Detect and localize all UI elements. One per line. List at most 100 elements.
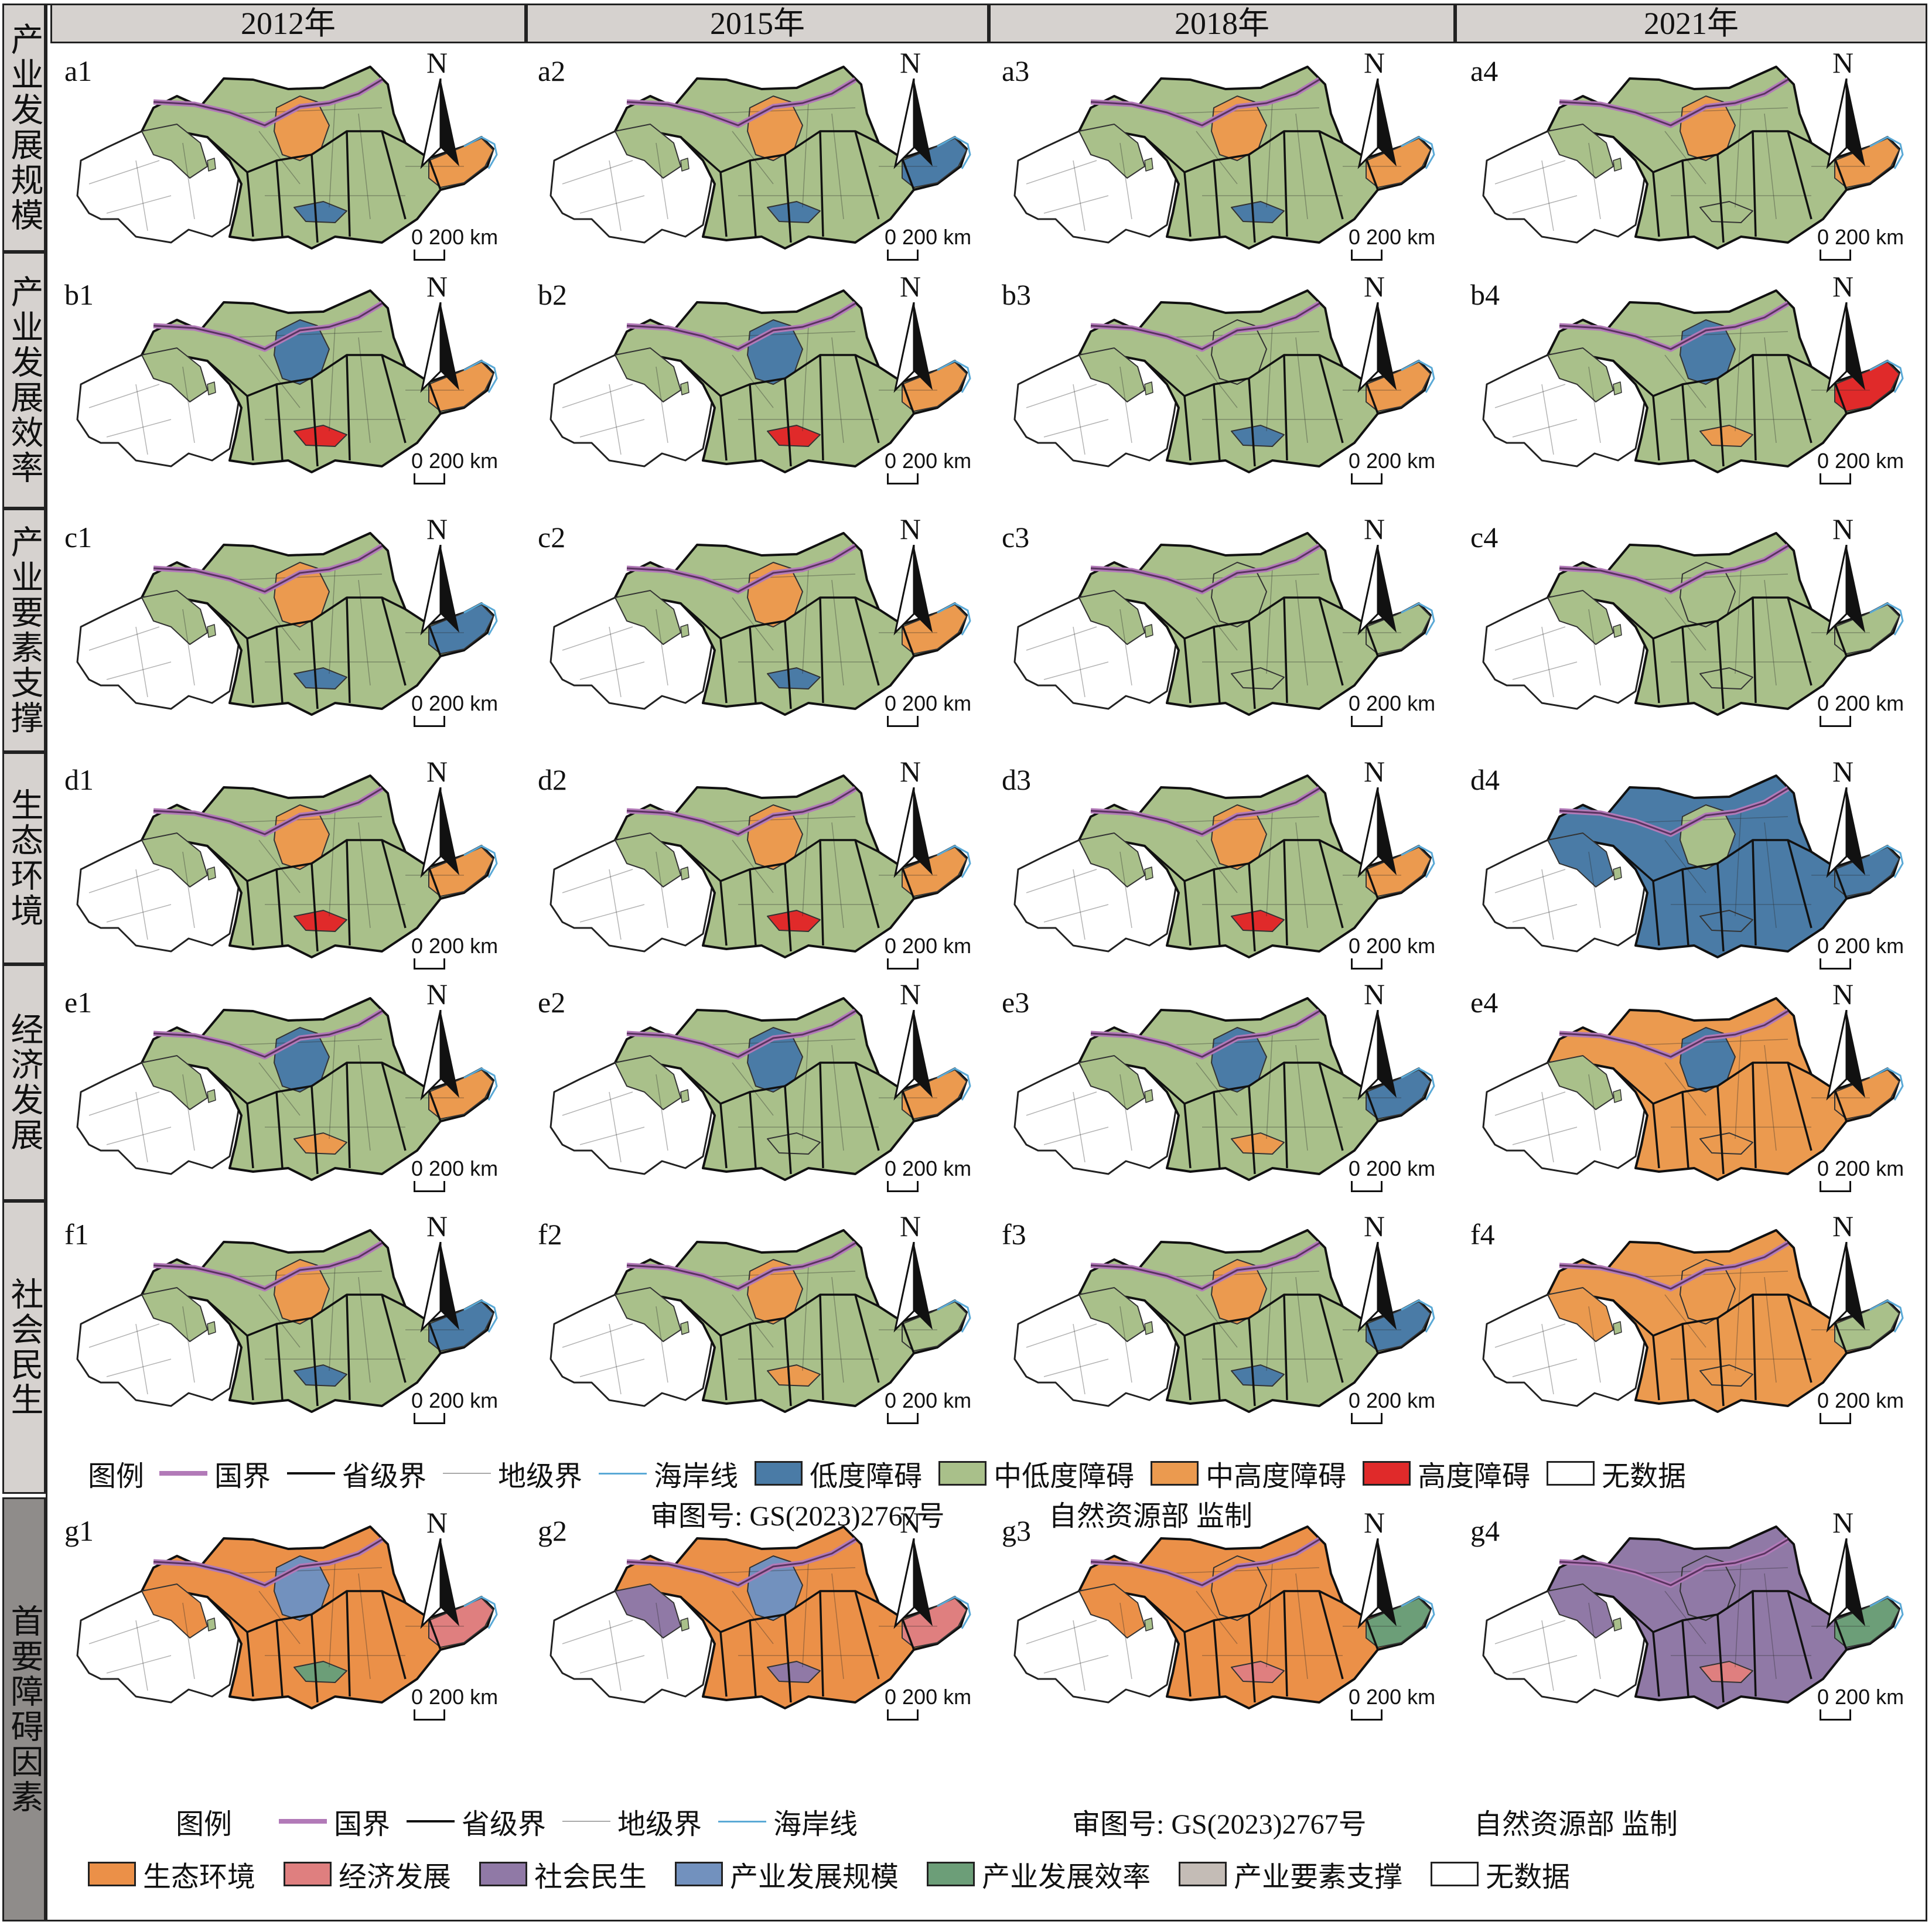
map-panel-a4: a4 N 0 200 km: [1460, 43, 1920, 266]
scale-label: 0 200 km: [1349, 691, 1436, 715]
region-south-cluster: [767, 201, 821, 223]
prefecture-border: [182, 1074, 195, 1151]
scale-bar: [1351, 1709, 1383, 1721]
prefecture-border: [579, 195, 645, 214]
province-border: [381, 131, 407, 220]
north-arrow-dark-half: [914, 302, 933, 390]
prefecture-border: [579, 419, 645, 438]
prefecture-border: [732, 1590, 774, 1644]
legend2-ecology-swatch: [88, 1862, 136, 1886]
prefecture-border: [106, 904, 172, 923]
province-border: [1213, 160, 1221, 237]
region-west-cluster: [615, 1287, 681, 1342]
legend1-coastline-label: 海岸线: [654, 1461, 739, 1492]
map-panel-a2: a2 N 0 200 km: [527, 43, 988, 266]
prefecture-border: [258, 354, 301, 408]
region-south-cluster: [293, 910, 347, 932]
coastline: [1401, 602, 1435, 636]
prefecture-border: [182, 1306, 195, 1383]
north-arrow-dark-half: [1846, 1242, 1865, 1330]
province-border: [819, 839, 824, 946]
map-svg: [1013, 1229, 1435, 1413]
province-border: [1213, 1091, 1221, 1169]
province-border: [901, 381, 915, 414]
coastline: [1869, 1067, 1904, 1101]
prefecture-border: [106, 419, 172, 438]
coastline: [937, 602, 971, 636]
scale-label: 0 200 km: [411, 225, 499, 249]
national-border-inner: [1559, 545, 1788, 593]
region-west-cluster: [615, 347, 681, 402]
legend2-review-number: 审图号: GS(2023)2767号: [1072, 1809, 1367, 1840]
province-border: [719, 638, 728, 704]
north-arrow-dark-half: [1846, 302, 1865, 390]
region-west-cluster: [1547, 1583, 1614, 1639]
prefecture-border: [1043, 904, 1109, 923]
scale-bar: [414, 250, 445, 261]
prefecture-border: [1635, 1271, 1788, 1278]
prefecture-border: [182, 851, 195, 929]
north-arrow-icon: [420, 78, 459, 169]
province-border: [381, 597, 407, 686]
north-arrow-light-half: [420, 302, 442, 393]
region-south-cluster: [1231, 1132, 1285, 1155]
prefecture-border: [1735, 101, 1742, 208]
province-border: [719, 1632, 728, 1697]
prefecture-border: [609, 384, 622, 455]
region-south-cluster: [1699, 667, 1753, 690]
prefecture-border: [609, 1323, 622, 1395]
panel-label: f4: [1470, 1218, 1495, 1251]
prefecture-border: [106, 1655, 172, 1674]
national-border-inner: [1090, 545, 1320, 593]
map-panel-c4: c4 N 0 200 km: [1460, 510, 1920, 732]
map-svg: [1482, 1525, 1904, 1709]
national-border-inner: [626, 1538, 856, 1586]
north-arrow-icon: [893, 1242, 933, 1333]
prefecture-border: [1664, 1294, 1706, 1348]
scale-label: 0 200 km: [885, 691, 972, 715]
province-border: [784, 1086, 792, 1175]
prefecture-border: [802, 810, 809, 917]
province-border: [1834, 1617, 1848, 1650]
map-panel-b1: b1 N 0 200 km: [54, 267, 514, 490]
map-svg: [1482, 997, 1904, 1181]
region-south-cluster: [293, 425, 347, 447]
province-border: [1652, 172, 1660, 237]
province-border: [680, 596, 879, 640]
row-header-ecology: 生态环境: [2, 752, 46, 964]
prefecture-border: [1166, 107, 1320, 114]
province-border: [819, 354, 824, 461]
prefecture-border: [1043, 419, 1109, 438]
province-border: [246, 395, 254, 461]
prefecture-border: [1512, 419, 1578, 438]
province-border: [275, 160, 284, 237]
enclave: [1144, 158, 1153, 172]
province-border: [680, 1590, 879, 1633]
scale-label: 0 200 km: [411, 449, 499, 473]
legend1-midlow-label: 中低度障碍: [994, 1461, 1135, 1492]
prefecture-border: [182, 366, 195, 443]
prefecture-border: [1541, 160, 1554, 231]
national-border-inner: [626, 787, 856, 835]
province-border: [1681, 626, 1689, 704]
province-border: [1834, 1089, 1848, 1122]
legend1-province-border-line: [287, 1472, 336, 1475]
province-border: [749, 1091, 757, 1169]
province-border: [1652, 395, 1660, 461]
prefecture-border: [1026, 1323, 1097, 1348]
province-border: [275, 626, 284, 704]
north-arrow-light-half: [1357, 787, 1379, 878]
province-border: [275, 1323, 284, 1401]
prefecture-border: [88, 1620, 160, 1644]
region-west-cluster: [1547, 1055, 1614, 1110]
prefecture-border: [656, 1602, 668, 1680]
legend1-midhigh-swatch: [1151, 1461, 1199, 1486]
prefecture-border: [702, 574, 856, 581]
province-border: [1365, 1089, 1379, 1122]
legend1-coastline-line: [599, 1472, 647, 1475]
panel-label: b1: [64, 278, 94, 311]
legend1-high-swatch: [1363, 1461, 1411, 1486]
north-arrow-icon: [1357, 1010, 1397, 1101]
north-label: N: [1832, 1506, 1854, 1539]
prefecture-border: [1588, 1306, 1601, 1383]
